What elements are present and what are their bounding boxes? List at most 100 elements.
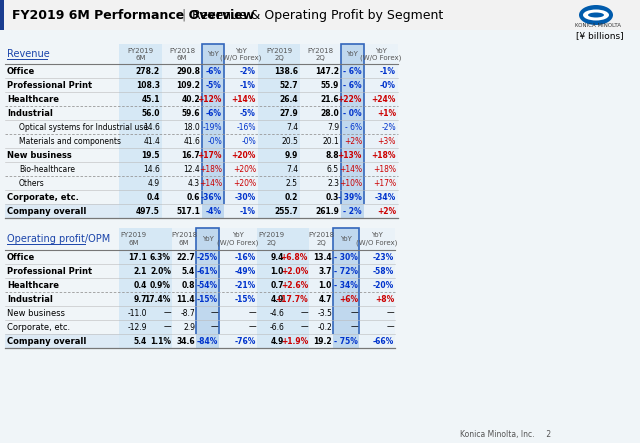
Text: -23%: -23% [372, 253, 394, 261]
Text: +8%: +8% [375, 295, 394, 303]
Text: 1.0: 1.0 [319, 280, 332, 289]
Text: - 72%: - 72% [334, 267, 358, 276]
Text: 6M: 6M [128, 240, 139, 246]
Text: -12.9: -12.9 [127, 323, 147, 331]
Text: 6.5: 6.5 [327, 164, 339, 174]
Text: 6M: 6M [177, 55, 188, 61]
Text: Optical systems for Industrial use: Optical systems for Industrial use [19, 123, 148, 132]
Text: 2Q: 2Q [274, 55, 284, 61]
Bar [202, 44, 224, 218]
Bar [0, 0, 640, 30]
Text: New business: New business [7, 308, 65, 318]
Text: Bio-healthcare: Bio-healthcare [19, 164, 75, 174]
Bar [333, 228, 359, 348]
Bar [119, 334, 148, 348]
Text: -16%: -16% [237, 123, 256, 132]
Text: 28.0: 28.0 [320, 109, 339, 117]
Text: YoY: YoY [207, 51, 219, 57]
Text: 3.7: 3.7 [319, 267, 332, 276]
Text: 8.8: 8.8 [325, 151, 339, 159]
Text: 13.4: 13.4 [314, 253, 332, 261]
Bar [359, 334, 395, 348]
Text: Industrial: Industrial [7, 295, 53, 303]
Bar [119, 204, 162, 218]
Text: Revenue & Operating Profit by Segment: Revenue & Operating Profit by Segment [188, 8, 444, 22]
Text: YoY: YoY [371, 232, 383, 238]
Text: —: — [300, 308, 308, 318]
Text: 9.4: 9.4 [271, 253, 284, 261]
Text: 2Q: 2Q [316, 55, 325, 61]
Text: YoY: YoY [235, 48, 247, 54]
Text: 7.4: 7.4 [286, 123, 298, 132]
Bar [202, 204, 224, 218]
Text: 18.0: 18.0 [183, 123, 200, 132]
Text: Corporate, etc.: Corporate, etc. [7, 323, 70, 331]
Text: 0.9%: 0.9% [150, 280, 171, 289]
Text: +18%: +18% [371, 151, 396, 159]
Text: 16.7: 16.7 [181, 151, 200, 159]
Text: —: — [350, 308, 358, 318]
Ellipse shape [588, 12, 604, 18]
Text: —: — [163, 308, 171, 318]
Bar [196, 228, 219, 348]
Text: +2%: +2% [377, 206, 396, 215]
Text: FY2019 6M Performance Overview: FY2019 6M Performance Overview [12, 8, 254, 22]
Text: FY2018: FY2018 [308, 232, 334, 238]
Text: 2.3: 2.3 [327, 179, 339, 187]
Bar [196, 334, 219, 348]
Text: Healthcare: Healthcare [7, 280, 59, 289]
Text: - 30%: - 30% [334, 253, 358, 261]
Text: 56.0: 56.0 [141, 109, 160, 117]
Text: 2Q: 2Q [266, 240, 276, 246]
Text: 19.5: 19.5 [141, 151, 160, 159]
Text: Professional Print: Professional Print [7, 267, 92, 276]
Bar [172, 334, 196, 348]
Text: 2Q: 2Q [316, 240, 326, 246]
Text: +1.9%: +1.9% [281, 337, 308, 346]
Text: 255.7: 255.7 [275, 206, 298, 215]
Text: 9.7: 9.7 [134, 295, 147, 303]
Text: FY2019: FY2019 [266, 48, 292, 54]
Text: 21.6: 21.6 [321, 94, 339, 104]
Text: -21%: -21% [235, 280, 256, 289]
Text: 27.9: 27.9 [279, 109, 298, 117]
Bar [300, 44, 341, 218]
Text: -5%: -5% [240, 109, 256, 117]
Text: |: | [181, 8, 185, 22]
Bar [196, 228, 219, 348]
Text: YoY: YoY [375, 48, 387, 54]
Text: 7.4: 7.4 [286, 164, 298, 174]
Text: 147.2: 147.2 [315, 66, 339, 75]
Text: - 6%: - 6% [345, 123, 362, 132]
Text: 0.7: 0.7 [271, 280, 284, 289]
Text: 17.1: 17.1 [128, 253, 147, 261]
Text: +20%: +20% [233, 164, 256, 174]
Text: -2%: -2% [381, 123, 396, 132]
Bar [202, 44, 224, 218]
Text: 4.9: 4.9 [271, 337, 284, 346]
Text: -15%: -15% [197, 295, 218, 303]
Text: 517.1: 517.1 [176, 206, 200, 215]
Text: —: — [300, 323, 308, 331]
Text: Office: Office [7, 66, 35, 75]
Text: 0.6: 0.6 [187, 193, 200, 202]
Text: FY2018: FY2018 [171, 232, 197, 238]
Bar [257, 334, 285, 348]
Bar [285, 228, 309, 348]
Text: 55.9: 55.9 [321, 81, 339, 89]
Text: +14%: +14% [232, 94, 256, 104]
Text: -3.5: -3.5 [317, 308, 332, 318]
Text: - 2%: - 2% [344, 206, 362, 215]
Text: —: — [248, 323, 256, 331]
Text: [¥ billions]: [¥ billions] [576, 31, 623, 40]
Text: YoY: YoY [202, 236, 213, 242]
Text: Operating profit/OPM: Operating profit/OPM [7, 234, 110, 244]
Text: -58%: -58% [372, 267, 394, 276]
Text: FY2018: FY2018 [169, 48, 195, 54]
Text: Others: Others [19, 179, 45, 187]
Text: 41.4: 41.4 [143, 136, 160, 145]
Bar [333, 334, 359, 348]
Text: 4.9: 4.9 [148, 179, 160, 187]
Bar [333, 228, 359, 348]
Text: - 6%: - 6% [344, 81, 362, 89]
